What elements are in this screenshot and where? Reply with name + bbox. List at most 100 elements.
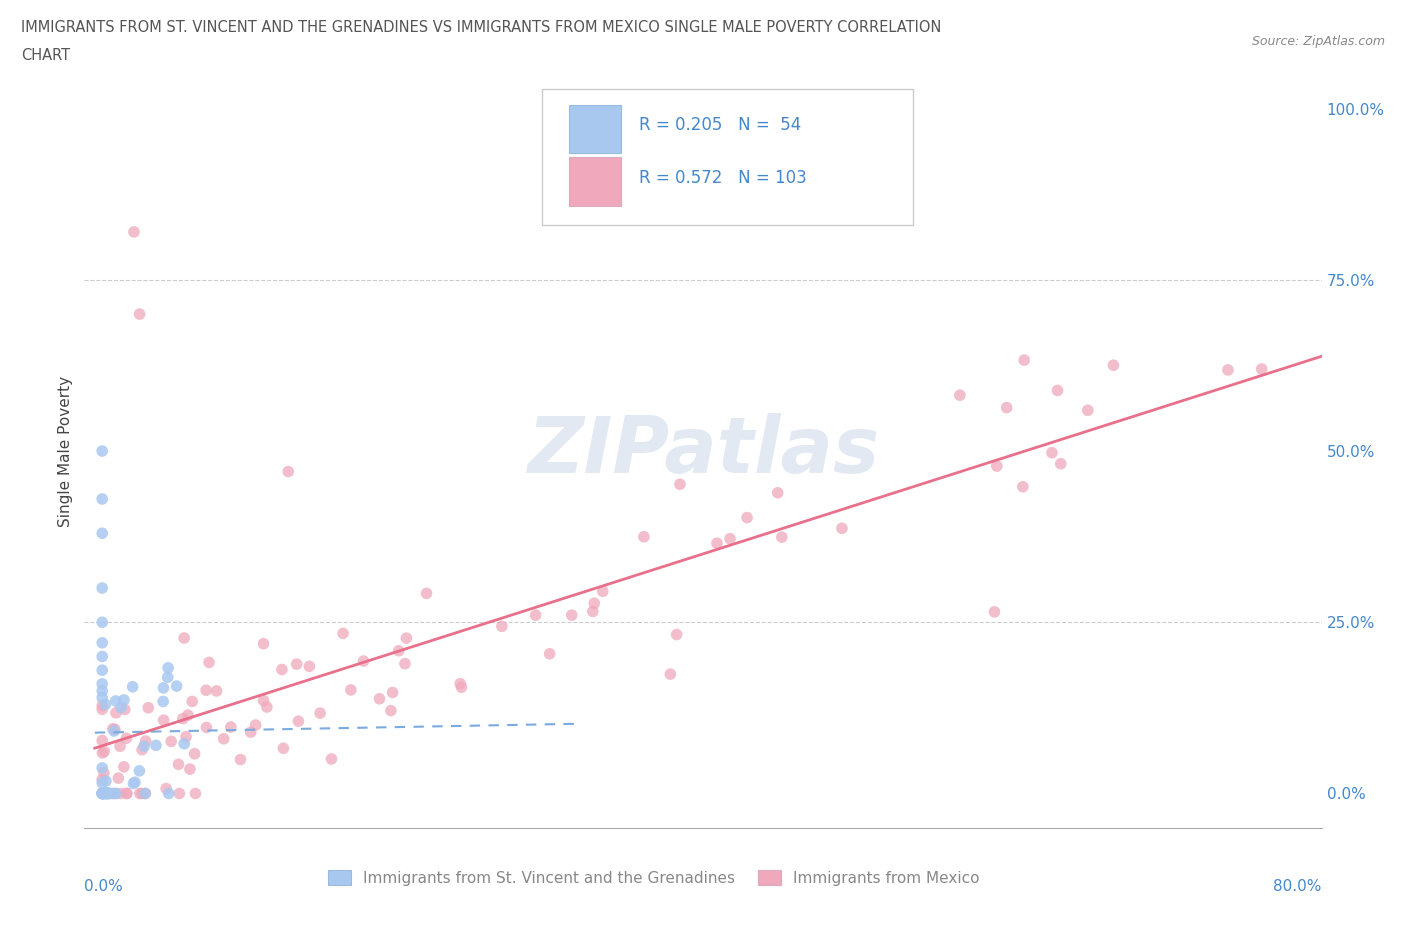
Point (538, 646, 561, 661)
Point (91, 786, 114, 801)
Point (1012, 352, 1035, 367)
Point (91, 786, 114, 801)
FancyBboxPatch shape (569, 157, 621, 206)
Point (91, 663, 114, 678)
Point (134, 786, 156, 801)
Point (173, 737, 195, 751)
Point (91, 676, 114, 691)
Text: R = 0.205   N =  54: R = 0.205 N = 54 (638, 116, 801, 134)
Text: CHART: CHART (21, 48, 70, 63)
Point (91, 786, 114, 801)
Point (112, 760, 135, 775)
Point (169, 786, 191, 801)
Point (271, 662, 294, 677)
Point (104, 694, 127, 709)
Point (152, 694, 174, 709)
Point (91, 786, 114, 801)
Point (381, 685, 404, 700)
Point (309, 706, 332, 721)
Point (183, 747, 205, 762)
Point (91, 580, 114, 595)
Point (115, 786, 138, 801)
Point (96, 786, 118, 801)
FancyBboxPatch shape (569, 104, 621, 153)
Point (103, 724, 125, 738)
Point (1049, 457, 1071, 472)
Legend: Immigrants from St. Vincent and the Grenadines, Immigrants from Mexico: Immigrants from St. Vincent and the Gren… (322, 863, 986, 892)
Point (174, 729, 197, 744)
Point (156, 670, 179, 684)
Point (91, 702, 114, 717)
Y-axis label: Single Male Poverty: Single Male Poverty (58, 376, 73, 526)
Point (388, 644, 411, 658)
Point (1102, 358, 1125, 373)
Text: ZIPatlas: ZIPatlas (527, 413, 879, 489)
Point (115, 731, 138, 746)
Point (285, 657, 308, 671)
Point (450, 680, 472, 695)
Point (94, 786, 117, 801)
Point (121, 679, 143, 694)
Point (94, 774, 117, 789)
Point (152, 681, 174, 696)
Point (91, 786, 114, 801)
Point (91, 786, 114, 801)
Point (592, 584, 614, 599)
Point (633, 529, 655, 544)
Point (104, 722, 127, 737)
Point (134, 786, 156, 801)
Point (145, 737, 167, 752)
Point (97, 786, 120, 801)
Point (766, 485, 789, 500)
Point (583, 596, 606, 611)
Point (1046, 383, 1069, 398)
Text: R = 0.572   N = 103: R = 0.572 N = 103 (638, 168, 807, 187)
Point (155, 781, 177, 796)
Point (91, 649, 114, 664)
Point (91, 786, 114, 801)
Point (179, 762, 201, 777)
Point (735, 511, 758, 525)
Point (110, 700, 132, 715)
Point (101, 786, 124, 801)
Text: 80.0%: 80.0% (1274, 879, 1322, 894)
Point (368, 691, 391, 706)
Point (172, 711, 194, 726)
Point (91, 786, 114, 801)
Point (219, 720, 242, 735)
Point (177, 708, 200, 723)
Point (561, 607, 583, 622)
Point (91, 761, 114, 776)
Point (212, 731, 235, 746)
Point (128, 786, 150, 801)
Point (1216, 363, 1239, 378)
Point (1040, 445, 1063, 460)
Point (157, 660, 180, 675)
Point (124, 775, 146, 790)
Point (91, 733, 114, 748)
Point (1250, 362, 1272, 377)
Point (415, 586, 437, 601)
Point (706, 536, 728, 551)
Point (93, 744, 115, 759)
Point (157, 786, 180, 801)
Point (134, 738, 156, 753)
Point (115, 786, 138, 801)
Point (96, 786, 118, 801)
Point (91, 444, 114, 458)
Point (659, 667, 682, 682)
Point (245, 718, 267, 733)
Point (718, 531, 741, 546)
Point (97, 786, 120, 801)
Point (205, 684, 228, 698)
Point (195, 720, 218, 735)
Point (131, 786, 153, 801)
Point (128, 307, 150, 322)
Point (239, 724, 262, 739)
Point (122, 777, 145, 791)
Point (669, 477, 692, 492)
Point (256, 699, 278, 714)
Point (287, 713, 309, 728)
Point (97, 786, 120, 801)
Point (91, 635, 114, 650)
